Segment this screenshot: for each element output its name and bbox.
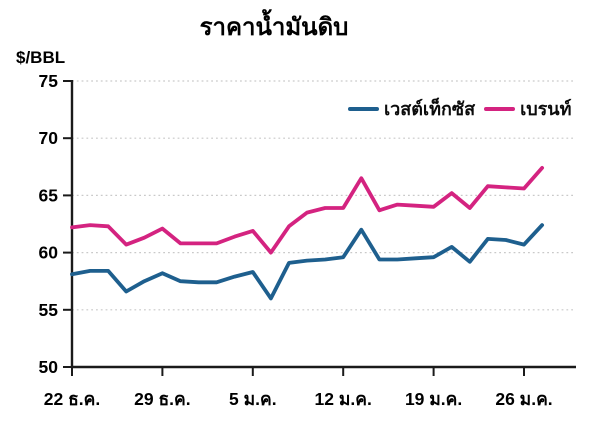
y-tick-label: 60 — [39, 243, 59, 263]
series-line-0 — [70, 223, 544, 301]
x-tick-label: 19 ม.ค. — [405, 389, 462, 409]
legend-swatch-west-texas — [348, 106, 379, 112]
x-tick-label: 5 ม.ค. — [229, 389, 277, 409]
y-tick-label: 55 — [39, 300, 59, 320]
x-tick-label: 22 ธ.ค. — [44, 389, 100, 409]
legend-item-brent: เบรนท์ — [484, 100, 571, 118]
legend: เวสต์เท็กซัส เบรนท์ — [348, 100, 571, 118]
y-tick-label: 65 — [39, 185, 59, 205]
x-tick-label: 12 ม.ค. — [315, 389, 372, 409]
legend-label-brent: เบรนท์ — [520, 99, 572, 119]
y-tick-label: 50 — [39, 357, 59, 377]
chart-title: ราคาน้ำมันดิบ — [199, 14, 349, 41]
y-axis-unit-label: $/BBL — [16, 48, 66, 67]
x-tick-label: 26 ม.ค. — [495, 389, 552, 409]
y-tick-label: 75 — [39, 71, 59, 91]
legend-swatch-brent — [484, 106, 516, 112]
legend-label-west-texas: เวสต์เท็กซัส — [384, 99, 476, 119]
legend-item-west-texas: เวสต์เท็กซัส — [348, 100, 475, 118]
y-tick-label: 70 — [39, 128, 59, 148]
series-line-1 — [70, 165, 544, 255]
x-tick-label: 29 ธ.ค. — [134, 389, 190, 409]
